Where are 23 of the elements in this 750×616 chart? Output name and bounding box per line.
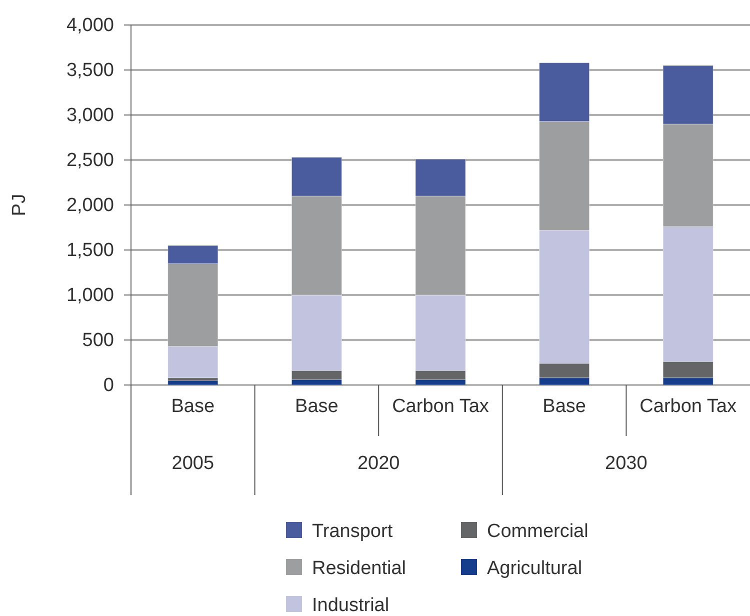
text: 2005 [172, 453, 214, 474]
legend-label: Industrial [312, 595, 390, 616]
legend-label: Transport [312, 521, 394, 542]
y-axis-title: PJ [9, 194, 30, 216]
y-tick-label: 1,500 [66, 240, 114, 262]
legend-label: Commercial [487, 521, 588, 542]
y-tick-label: 500 [82, 330, 114, 352]
x-tick-label: Base [542, 396, 586, 417]
y-tick-label: 0 [103, 375, 114, 396]
legend-label: Residential [312, 558, 406, 579]
text: 2020 [357, 453, 400, 474]
y-tick-label: 1,000 [66, 285, 114, 306]
y-tick-label: 3,000 [66, 105, 114, 126]
x-tick-label: Carbon Tax [392, 396, 490, 417]
x-tick-label: Base [295, 396, 338, 417]
y-tick-label: 2,000 [66, 195, 114, 216]
x-tick-label: Carbon Tax [640, 396, 738, 417]
y-tick-label: 2,500 [66, 150, 114, 172]
text: 2030 [605, 453, 648, 474]
x-tick-label: Base [171, 396, 215, 417]
y-tick-label: 4,000 [66, 15, 114, 36]
legend-label: Agricultural [487, 558, 582, 579]
y-tick-label: 3,500 [66, 60, 114, 82]
